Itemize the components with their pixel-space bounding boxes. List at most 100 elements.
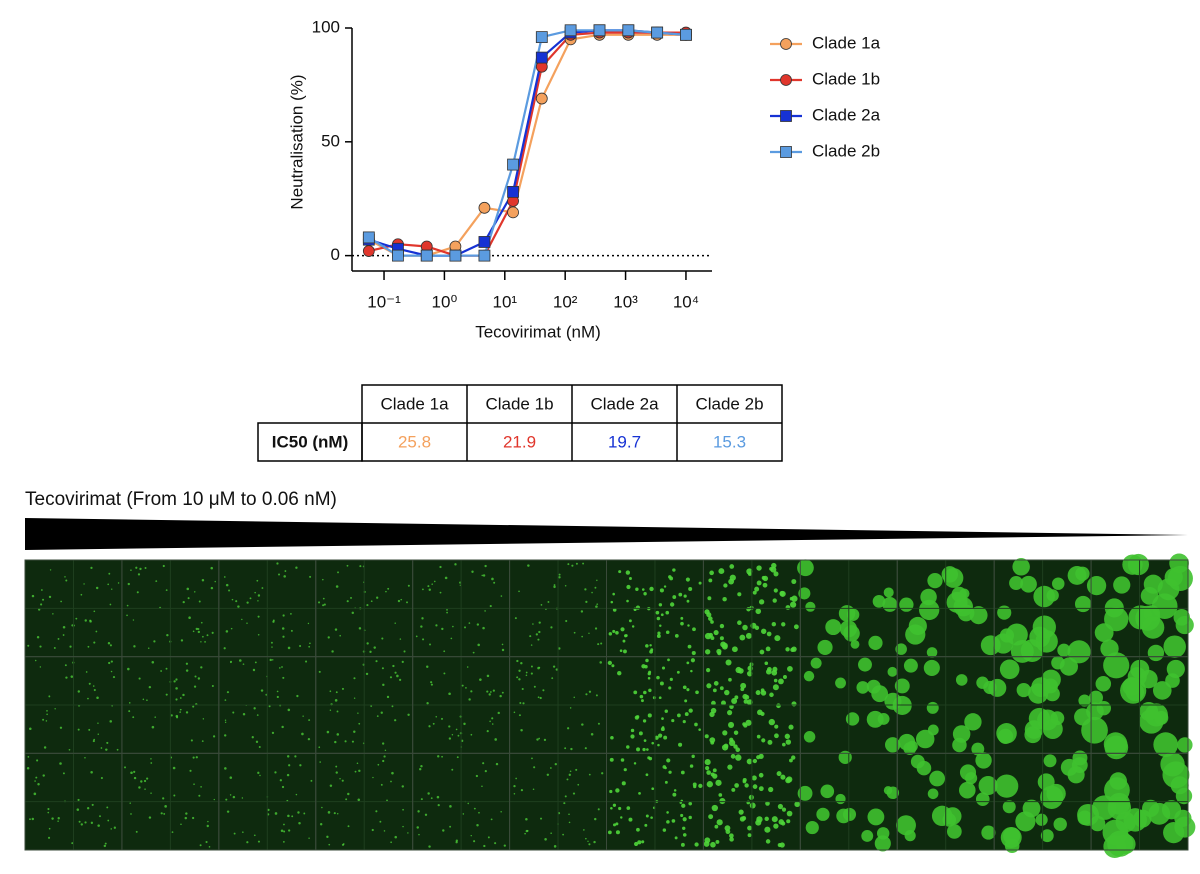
cell-spot — [618, 570, 622, 574]
cell-spot — [581, 635, 583, 638]
cell-spot — [371, 828, 374, 832]
cell-spot — [296, 694, 299, 698]
cell-spot — [1174, 809, 1192, 827]
cell-spot — [722, 596, 727, 602]
marker — [478, 236, 491, 248]
cell-spot — [727, 764, 733, 770]
cell-spot — [124, 766, 126, 769]
cell-spot — [708, 578, 713, 583]
cell-spot — [318, 670, 321, 673]
cell-spot — [658, 696, 662, 700]
cell-spot — [929, 770, 946, 787]
cell-spot — [1046, 589, 1059, 602]
cell-spot — [175, 678, 178, 681]
cell-spot — [397, 599, 401, 603]
cell-spot — [537, 696, 540, 699]
cell-spot — [133, 645, 136, 648]
cell-spot — [144, 566, 147, 569]
cell-spot — [1103, 652, 1130, 679]
cell-spot — [524, 832, 526, 835]
cell-spot — [682, 720, 686, 724]
cell-spot — [132, 716, 135, 719]
cell-spot — [198, 794, 201, 797]
cell-spot — [213, 798, 216, 801]
cell-spot — [391, 771, 394, 775]
cell-spot — [782, 674, 787, 679]
cell-spot — [287, 814, 290, 818]
cell-spot — [171, 831, 174, 833]
cell-spot — [322, 597, 325, 600]
cell-spot — [816, 807, 830, 821]
cell-spot — [503, 844, 506, 847]
cell-spot — [483, 844, 486, 848]
cell-spot — [451, 768, 454, 771]
cell-spot — [786, 810, 793, 817]
cell-spot — [969, 606, 988, 625]
cell-spot — [850, 639, 860, 649]
cell-spot — [151, 725, 155, 729]
cell-spot — [588, 690, 592, 693]
cell-spot — [268, 705, 271, 708]
cell-spot — [193, 685, 197, 688]
cell-spot — [80, 823, 83, 826]
cell-spot — [358, 769, 361, 773]
cell-spot — [401, 660, 404, 663]
cell-spot — [175, 714, 179, 718]
cell-spot — [111, 588, 113, 590]
cell-spot — [126, 614, 128, 617]
cell-spot — [407, 584, 410, 587]
cell-spot — [752, 758, 758, 764]
cell-spot — [655, 610, 660, 615]
cell-spot — [138, 786, 141, 789]
cell-spot — [1043, 678, 1058, 694]
cell-spot — [329, 690, 332, 693]
cell-spot — [97, 824, 100, 827]
cell-spot — [688, 815, 692, 820]
cell-spot — [594, 817, 597, 821]
cell-spot — [656, 634, 661, 639]
cell-spot — [185, 812, 188, 815]
cell-spot — [394, 835, 397, 839]
cell-spot — [669, 677, 673, 681]
cell-spot — [323, 603, 326, 606]
cell-spot — [165, 667, 168, 670]
cell-spot — [645, 773, 649, 777]
marker — [507, 158, 519, 171]
cell-spot — [91, 803, 94, 807]
cell-spot — [29, 727, 32, 731]
cell-spot — [729, 737, 734, 742]
cell-spot — [607, 830, 612, 835]
cell-spot — [93, 610, 96, 613]
cell-spot — [139, 567, 142, 571]
cell-spot — [358, 627, 362, 630]
cell-spot — [756, 734, 761, 739]
cell-spot — [258, 745, 261, 749]
cell-spot — [90, 821, 94, 825]
marker — [507, 185, 519, 198]
cell-spot — [742, 624, 748, 631]
cell-spot — [135, 566, 138, 569]
cell-spot — [522, 702, 525, 705]
cell-spot — [179, 711, 181, 713]
cell-spot — [735, 666, 742, 674]
cell-spot — [290, 629, 293, 632]
cell-spot — [646, 748, 649, 751]
cell-spot — [710, 620, 714, 624]
cell-spot — [641, 840, 645, 844]
cell-spot — [64, 576, 66, 578]
cell-spot — [93, 641, 96, 644]
cell-spot — [740, 682, 747, 689]
cell-spot — [682, 826, 686, 830]
cell-spot — [432, 722, 435, 725]
cell-spot — [619, 649, 623, 653]
ic50-value: 21.9 — [503, 432, 536, 451]
cell-spot — [645, 644, 649, 648]
cell-spot — [601, 772, 604, 775]
cell-spot — [999, 659, 1020, 680]
cell-spot — [403, 650, 406, 653]
cell-spot — [644, 823, 648, 827]
cell-spot — [729, 564, 735, 569]
cell-spot — [694, 722, 698, 727]
cell-spot — [381, 742, 385, 745]
cell-spot — [153, 640, 156, 643]
